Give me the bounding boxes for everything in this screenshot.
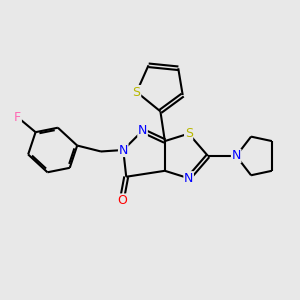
Text: F: F: [14, 111, 21, 124]
Text: N: N: [232, 149, 241, 162]
Text: N: N: [118, 143, 128, 157]
Text: S: S: [133, 85, 141, 98]
Text: N: N: [184, 172, 193, 185]
Text: N: N: [138, 124, 147, 137]
Text: S: S: [184, 127, 193, 140]
Text: O: O: [117, 194, 127, 207]
